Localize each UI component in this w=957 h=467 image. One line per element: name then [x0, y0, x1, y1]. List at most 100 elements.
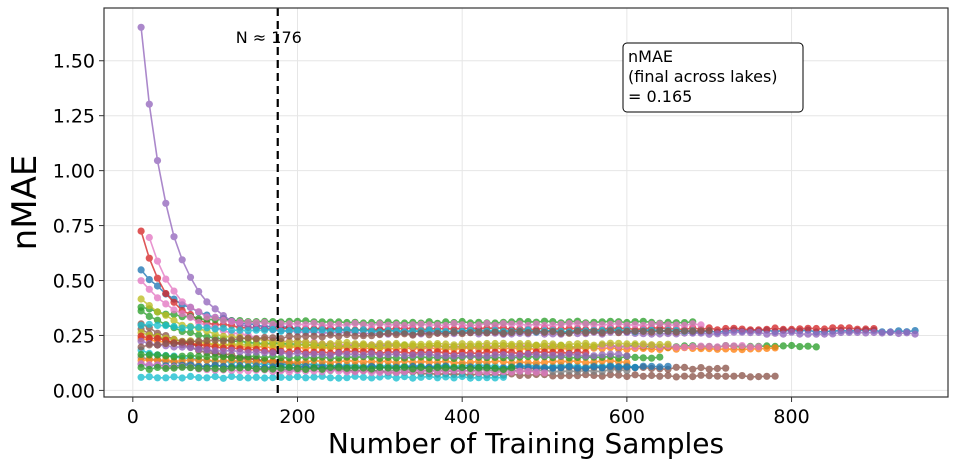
data-point	[211, 353, 219, 361]
data-point	[532, 342, 540, 350]
data-point	[458, 321, 466, 329]
y-axis-ticks: 0.00 0.25 0.50 0.75 1.00 1.25 1.50	[53, 51, 104, 402]
data-point	[137, 363, 145, 372]
data-point	[648, 371, 656, 380]
data-point	[590, 352, 598, 360]
data-point	[532, 327, 540, 336]
data-point	[162, 289, 170, 298]
data-point	[796, 325, 804, 333]
series-line	[140, 329, 710, 348]
data-point	[557, 329, 565, 337]
data-point	[615, 319, 623, 328]
data-point	[178, 352, 186, 360]
vline-layer: N ≈ 176	[236, 8, 302, 397]
data-point	[648, 362, 656, 370]
annotation-box: nMAE (final across lakes) = 0.165	[622, 42, 804, 113]
data-point	[335, 342, 343, 350]
data-point	[392, 321, 400, 329]
data-point	[458, 343, 466, 351]
data-point	[186, 313, 195, 322]
data-point	[623, 352, 631, 360]
data-point	[351, 364, 359, 372]
data-point	[392, 364, 400, 372]
data-point	[269, 341, 277, 349]
data-point	[228, 318, 236, 326]
data-point	[211, 305, 219, 313]
data-point	[310, 319, 318, 327]
data-point	[442, 373, 450, 381]
data-point	[186, 328, 195, 337]
data-point	[137, 277, 145, 285]
data-point	[335, 321, 343, 329]
data-point	[228, 326, 236, 334]
data-point	[170, 287, 178, 295]
data-point	[351, 327, 359, 335]
data-point	[170, 306, 178, 314]
data-point	[763, 330, 771, 338]
data-point	[162, 300, 170, 308]
data-point	[557, 352, 565, 360]
data-point	[244, 349, 252, 357]
data-point	[639, 340, 647, 348]
data-point	[540, 351, 549, 359]
data-point	[573, 364, 582, 372]
data-point	[442, 343, 450, 351]
data-point	[598, 321, 606, 329]
data-point	[277, 320, 285, 328]
data-point	[730, 342, 738, 350]
data-point	[516, 320, 524, 328]
data-point	[565, 363, 573, 371]
data-point	[285, 320, 293, 328]
data-point	[277, 348, 285, 356]
data-point	[162, 364, 170, 373]
data-point	[417, 329, 425, 337]
data-point	[648, 341, 656, 349]
data-point	[269, 320, 277, 328]
data-point	[417, 350, 425, 358]
data-point	[697, 364, 705, 372]
data-point	[384, 329, 392, 337]
data-point	[656, 327, 664, 335]
data-point	[598, 329, 606, 337]
data-point	[178, 298, 186, 306]
data-point	[499, 329, 507, 337]
data-point	[153, 334, 162, 343]
data-point	[409, 331, 417, 339]
data-point	[771, 344, 779, 352]
data-point	[458, 363, 466, 372]
data-point	[796, 343, 804, 351]
data-point	[516, 343, 524, 351]
data-point	[170, 339, 178, 348]
data-point	[433, 374, 442, 382]
data-point	[228, 364, 236, 372]
data-point	[392, 374, 400, 382]
data-point	[845, 328, 853, 336]
data-point	[203, 324, 211, 332]
data-point	[458, 330, 466, 338]
data-point	[804, 330, 812, 338]
data-point	[261, 333, 269, 341]
data-point	[713, 372, 722, 380]
data-point	[195, 364, 203, 372]
data-point	[203, 298, 211, 306]
data-point	[351, 332, 359, 340]
data-point	[359, 351, 367, 359]
data-point	[540, 343, 549, 351]
data-point	[343, 331, 351, 339]
data-point	[829, 330, 837, 338]
data-point	[236, 348, 244, 356]
data-point	[211, 313, 219, 321]
data-point	[680, 321, 689, 329]
data-point	[549, 364, 557, 372]
data-point	[508, 342, 516, 350]
annotation-line-2: (final across lakes)	[628, 67, 778, 86]
data-point	[582, 329, 590, 337]
data-point	[788, 328, 796, 336]
data-point	[269, 334, 277, 342]
data-point	[137, 227, 145, 235]
x-axis-title: Number of Training Samples	[328, 427, 724, 460]
data-point	[639, 362, 647, 370]
data-point	[145, 365, 153, 373]
data-point	[153, 321, 162, 329]
data-point	[400, 352, 409, 360]
